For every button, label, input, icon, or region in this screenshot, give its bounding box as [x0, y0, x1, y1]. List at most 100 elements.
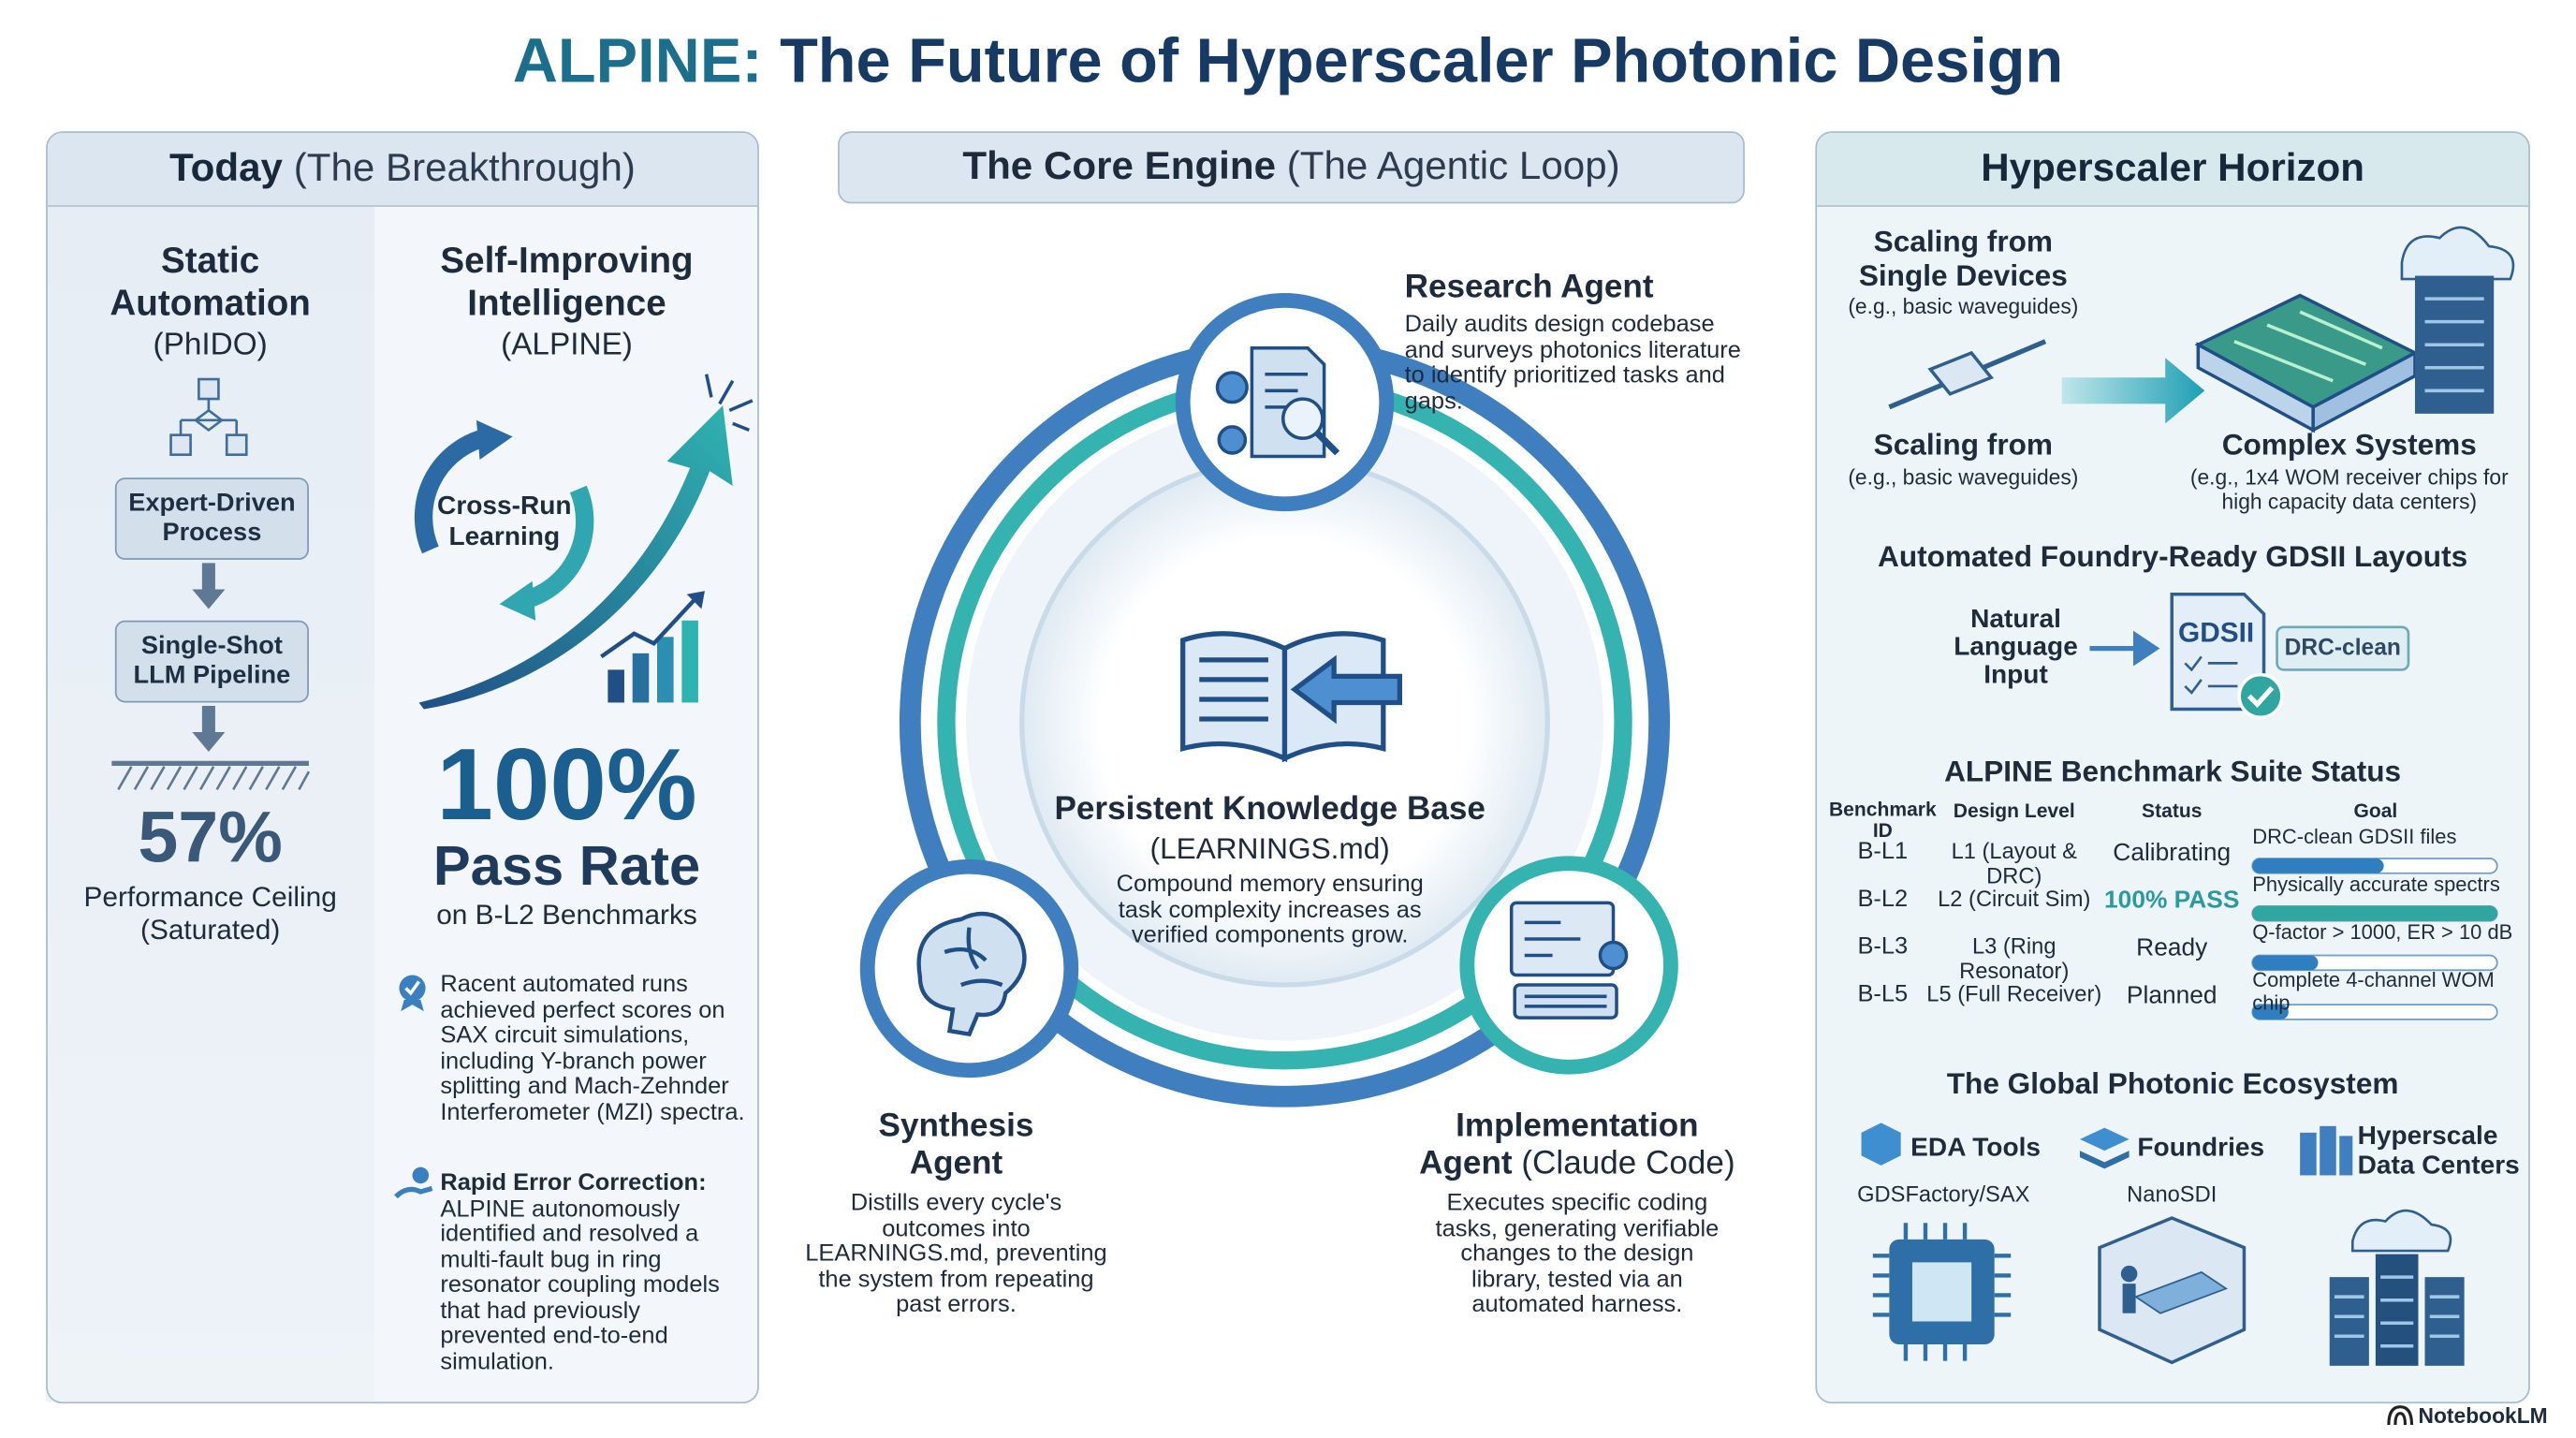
self-stat-sub: on B-L2 Benchmarks — [436, 899, 697, 932]
bench-cell: B-L2 — [1857, 886, 1909, 913]
shape — [1598, 940, 1629, 971]
shape — [2120, 1265, 2138, 1283]
shape — [1524, 994, 1607, 1008]
shape — [2233, 310, 2383, 383]
kb-subtitle: (LEARNINGS.md) — [1149, 831, 1390, 866]
shape — [394, 1185, 433, 1199]
check-mark — [2247, 685, 2275, 709]
text: Synthesis — [878, 1108, 1034, 1145]
implementation-title: Implementation Agent (Claude Code) — [1397, 1108, 1758, 1184]
synthesis-title: Synthesis Agent — [809, 1108, 1105, 1184]
shape — [607, 669, 624, 703]
kb-title: Persistent Knowledge Base — [1054, 791, 1486, 828]
research-text: Daily audits design codebase and surveys… — [1404, 312, 1741, 415]
waveguide-icon — [1888, 339, 2047, 410]
shape — [412, 1167, 430, 1184]
bench-cell: B-L3 — [1857, 933, 1909, 961]
eco-title: The Global Photonic Ecosystem — [1946, 1066, 2399, 1100]
loop-arrowhead — [476, 419, 513, 460]
kb-text: Compound memory ensuring task complexity… — [1116, 872, 1424, 949]
implementation-note: (Claude Code) — [1521, 1145, 1735, 1182]
title-rest: The Future of Hyperscaler Photonic Desig… — [780, 27, 2064, 97]
shape — [520, 485, 594, 610]
note-title: Rapid Error Correction: — [440, 1170, 707, 1197]
text: Self-Improving — [440, 239, 694, 281]
bench-cell: Ready — [2136, 933, 2208, 962]
spark — [704, 374, 754, 433]
text: Agent — [909, 1145, 1003, 1182]
shape — [1927, 350, 1995, 396]
horizon-panel: Hyperscaler Horizon — [1815, 131, 2530, 1404]
shape — [681, 620, 698, 703]
shape — [2122, 1284, 2136, 1313]
text: Performance Ceiling — [83, 881, 337, 913]
static-stat: 57% — [138, 798, 283, 879]
gdsii-badge: DRC-clean — [2284, 633, 2401, 660]
step-box: Expert-Driven Process — [114, 477, 309, 560]
shape — [1290, 654, 1402, 725]
static-stat-label: Performance Ceiling (Saturated) — [46, 882, 374, 947]
loop-label: Cross-Run Learning — [422, 491, 587, 553]
step-box: Single-Shot LLM Pipeline — [114, 620, 309, 703]
shape — [2424, 1277, 2465, 1366]
self-stat: 100% — [436, 728, 697, 843]
complex-title: Complex Systems — [2221, 428, 2477, 462]
eco-name: EDA Tools — [1910, 1134, 2042, 1163]
shape — [944, 927, 1003, 988]
shape — [201, 705, 215, 733]
shape — [2252, 905, 2497, 921]
core-header: The Core Engine (The Agentic Loop) — [838, 131, 1745, 204]
bench-cell: Complete 4-channel WOM chip — [2252, 968, 2495, 1015]
text: Automation — [110, 282, 311, 324]
bench-cell: Calibrating — [2113, 838, 2232, 867]
scaling-sub: (e.g., basic waveguides) — [1848, 464, 2079, 490]
gdsii-input: Natural Language Input — [1954, 606, 2078, 690]
note-text: ALPINE autonomously identified and resol… — [440, 1196, 720, 1375]
text: Learning — [448, 523, 561, 552]
eda-icon — [1861, 1123, 1901, 1166]
bench-cell: Planned — [2126, 981, 2217, 1010]
bar-icon — [600, 591, 705, 703]
bench-cell: DRC-clean GDSII files — [2252, 825, 2457, 849]
hierarchy-icon — [169, 377, 248, 457]
bench-cell: L1 (Layout & DRC) — [1951, 838, 2077, 888]
loop-arrowhead — [499, 580, 536, 621]
flow-arrows — [192, 563, 226, 753]
shape — [1281, 397, 1325, 440]
self-stat-label: Pass Rate — [432, 835, 701, 899]
static-subtitle: (PhIDO) — [153, 328, 268, 363]
badge-box — [2276, 625, 2410, 671]
ceiling-hatch — [111, 760, 311, 791]
shape — [2350, 1209, 2452, 1253]
shape — [414, 427, 492, 554]
horizon-header: Hyperscaler Horizon — [1817, 133, 2529, 207]
shape — [2320, 1125, 2336, 1176]
shape — [1513, 983, 1618, 1020]
scaling-title: Scaling from Single Devices — [1858, 225, 2068, 293]
doc-checklist — [2184, 655, 2238, 695]
note: Rapid Error Correction: ALPINE autonomous… — [440, 1170, 745, 1375]
book-icon — [1180, 631, 1402, 763]
header-light: (The Agentic Loop) — [1286, 144, 1620, 189]
brain-icon — [916, 911, 1027, 1037]
shape — [632, 653, 650, 703]
today-header: Today (The Breakthrough) — [47, 133, 758, 207]
shape — [169, 433, 192, 457]
shape — [2334, 1275, 2460, 1348]
chip-illustration — [1872, 1223, 2012, 1361]
bench-column: Status — [2142, 799, 2203, 823]
loop-icon — [414, 427, 594, 610]
text: Agent — [1419, 1145, 1513, 1182]
text: Implementation — [1456, 1108, 1699, 1145]
shape — [2133, 1270, 2229, 1314]
bench-cell: L2 (Circuit Sim) — [1938, 886, 2091, 912]
bench-column: Benchmark ID — [1828, 798, 1937, 843]
static-column-bg — [46, 203, 375, 1402]
text: Hyperscale — [2357, 1123, 2498, 1152]
today-panel: Today (The Breakthrough) — [46, 131, 759, 1404]
shape — [117, 766, 311, 791]
complex-sub: (e.g., 1x4 WOM receiver chips for high c… — [2189, 464, 2509, 514]
shape — [657, 637, 674, 703]
